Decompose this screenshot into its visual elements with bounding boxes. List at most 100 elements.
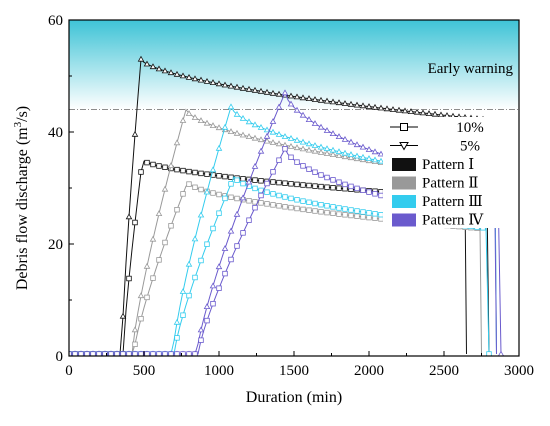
y-axis-label: Debris flow discharge (m3/s) — [12, 106, 31, 290]
data-point — [131, 326, 139, 333]
data-point — [323, 127, 331, 133]
x-tick-label: 1000 — [204, 363, 234, 379]
data-point — [276, 179, 282, 186]
data-point — [372, 215, 378, 221]
data-point — [497, 350, 505, 356]
data-point — [305, 95, 313, 101]
data-point — [167, 162, 175, 168]
data-point — [413, 108, 421, 115]
data-point — [216, 285, 222, 291]
data-point — [299, 145, 307, 152]
data-point — [144, 351, 150, 356]
legend-item: 5% — [390, 139, 480, 155]
data-point — [300, 182, 306, 188]
data-point — [132, 219, 138, 226]
data-point — [324, 174, 330, 181]
data-point — [342, 206, 348, 212]
data-point — [389, 106, 397, 112]
legend-item: Pattern Ⅰ — [392, 157, 474, 173]
data-point — [227, 128, 235, 134]
data-point — [341, 153, 349, 160]
data-point — [312, 169, 318, 175]
data-point — [425, 110, 433, 116]
data-point — [161, 185, 169, 192]
data-point — [324, 209, 330, 216]
data-point — [318, 201, 324, 208]
data-point — [347, 100, 355, 107]
data-point — [330, 184, 336, 191]
data-point — [227, 227, 235, 234]
data-point — [348, 183, 354, 190]
data-point — [222, 173, 228, 180]
data-point — [174, 166, 180, 173]
data-point — [240, 176, 246, 182]
legend-marker — [400, 123, 408, 131]
data-point — [329, 146, 337, 153]
legend-label: Pattern Ⅰ — [422, 157, 474, 173]
data-point — [197, 76, 205, 83]
legend-item: Pattern Ⅲ — [392, 194, 483, 210]
data-point — [299, 94, 307, 101]
data-point — [168, 223, 174, 229]
data-point — [359, 102, 367, 109]
data-point — [186, 181, 192, 187]
data-point — [221, 123, 229, 130]
data-point — [294, 181, 300, 188]
data-point — [306, 199, 312, 205]
data-point — [233, 210, 241, 217]
data-point — [162, 164, 168, 170]
data-point — [203, 119, 211, 126]
legend-swatch — [392, 158, 416, 171]
data-point — [203, 303, 211, 309]
data-point — [204, 241, 210, 247]
data-point — [119, 312, 127, 319]
data-point — [197, 326, 205, 333]
data-point — [251, 162, 259, 169]
data-point — [210, 300, 216, 307]
data-point — [293, 144, 301, 151]
data-point — [155, 65, 163, 72]
data-point — [120, 351, 126, 356]
data-point — [216, 191, 222, 198]
data-point — [126, 275, 132, 282]
data-point — [149, 235, 157, 242]
data-point — [186, 168, 192, 175]
data-point — [90, 351, 96, 356]
data-point — [317, 96, 325, 103]
data-point — [186, 351, 192, 356]
data-point — [329, 151, 337, 157]
data-point — [401, 107, 409, 114]
data-point — [336, 205, 342, 211]
data-point — [234, 195, 240, 202]
data-point — [174, 351, 180, 356]
data-point — [305, 146, 313, 153]
data-point — [299, 138, 307, 145]
data-point — [378, 211, 384, 218]
data-point — [366, 214, 372, 221]
data-point — [144, 294, 150, 301]
data-point — [263, 88, 271, 95]
data-point — [210, 225, 216, 232]
data-point — [407, 108, 415, 114]
legend-label: Pattern Ⅳ — [422, 213, 484, 229]
data-point — [144, 159, 150, 166]
data-point — [161, 67, 169, 74]
data-point — [347, 138, 355, 145]
data-point — [419, 109, 427, 116]
data-point — [233, 83, 241, 90]
data-point — [371, 148, 379, 155]
data-point — [216, 210, 222, 216]
data-point — [257, 123, 265, 130]
data-point — [215, 124, 223, 131]
data-point — [371, 156, 379, 163]
data-point — [216, 173, 222, 179]
data-point — [245, 85, 253, 92]
data-point — [353, 101, 361, 108]
data-point — [354, 213, 360, 219]
data-point — [287, 142, 295, 149]
legend-swatch — [392, 213, 416, 227]
data-point — [360, 214, 366, 220]
data-point — [330, 177, 336, 183]
legend-swatch — [392, 195, 416, 208]
